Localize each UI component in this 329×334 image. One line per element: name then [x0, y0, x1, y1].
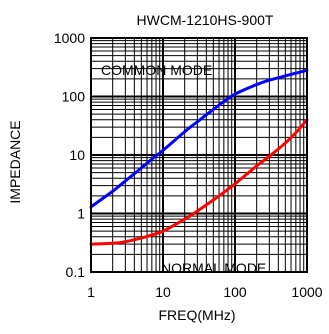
- y-tick-label: 10: [69, 147, 85, 163]
- common-mode-label: COMMON MODE: [101, 62, 212, 78]
- x-axis-label: FREQ(MHz): [159, 307, 236, 323]
- x-tick-labels: 1 10 100 1000: [87, 284, 323, 300]
- chart-title: HWCM-1210HS-900T: [137, 12, 274, 28]
- y-tick-label: 0.1: [66, 264, 86, 280]
- normal-mode-curve: [89, 118, 309, 246]
- y-tick-label: 1: [77, 206, 85, 222]
- y-tick-labels: 0.1 1 10 100 1000: [54, 30, 85, 280]
- x-tick-label: 10: [155, 284, 171, 300]
- y-tick-label: 1000: [54, 30, 85, 46]
- plot-frame: [90, 37, 308, 273]
- common-mode-curve: [89, 68, 309, 209]
- x-tick-label: 1: [87, 284, 95, 300]
- x-tick-label: 1000: [291, 284, 322, 300]
- y-tick-label: 100: [62, 89, 86, 105]
- normal-mode-label: NORMAL MODE: [161, 260, 266, 276]
- x-tick-label: 100: [223, 284, 247, 300]
- series-layer: [89, 68, 309, 246]
- y-axis-label: IMPEDANCE: [7, 120, 23, 203]
